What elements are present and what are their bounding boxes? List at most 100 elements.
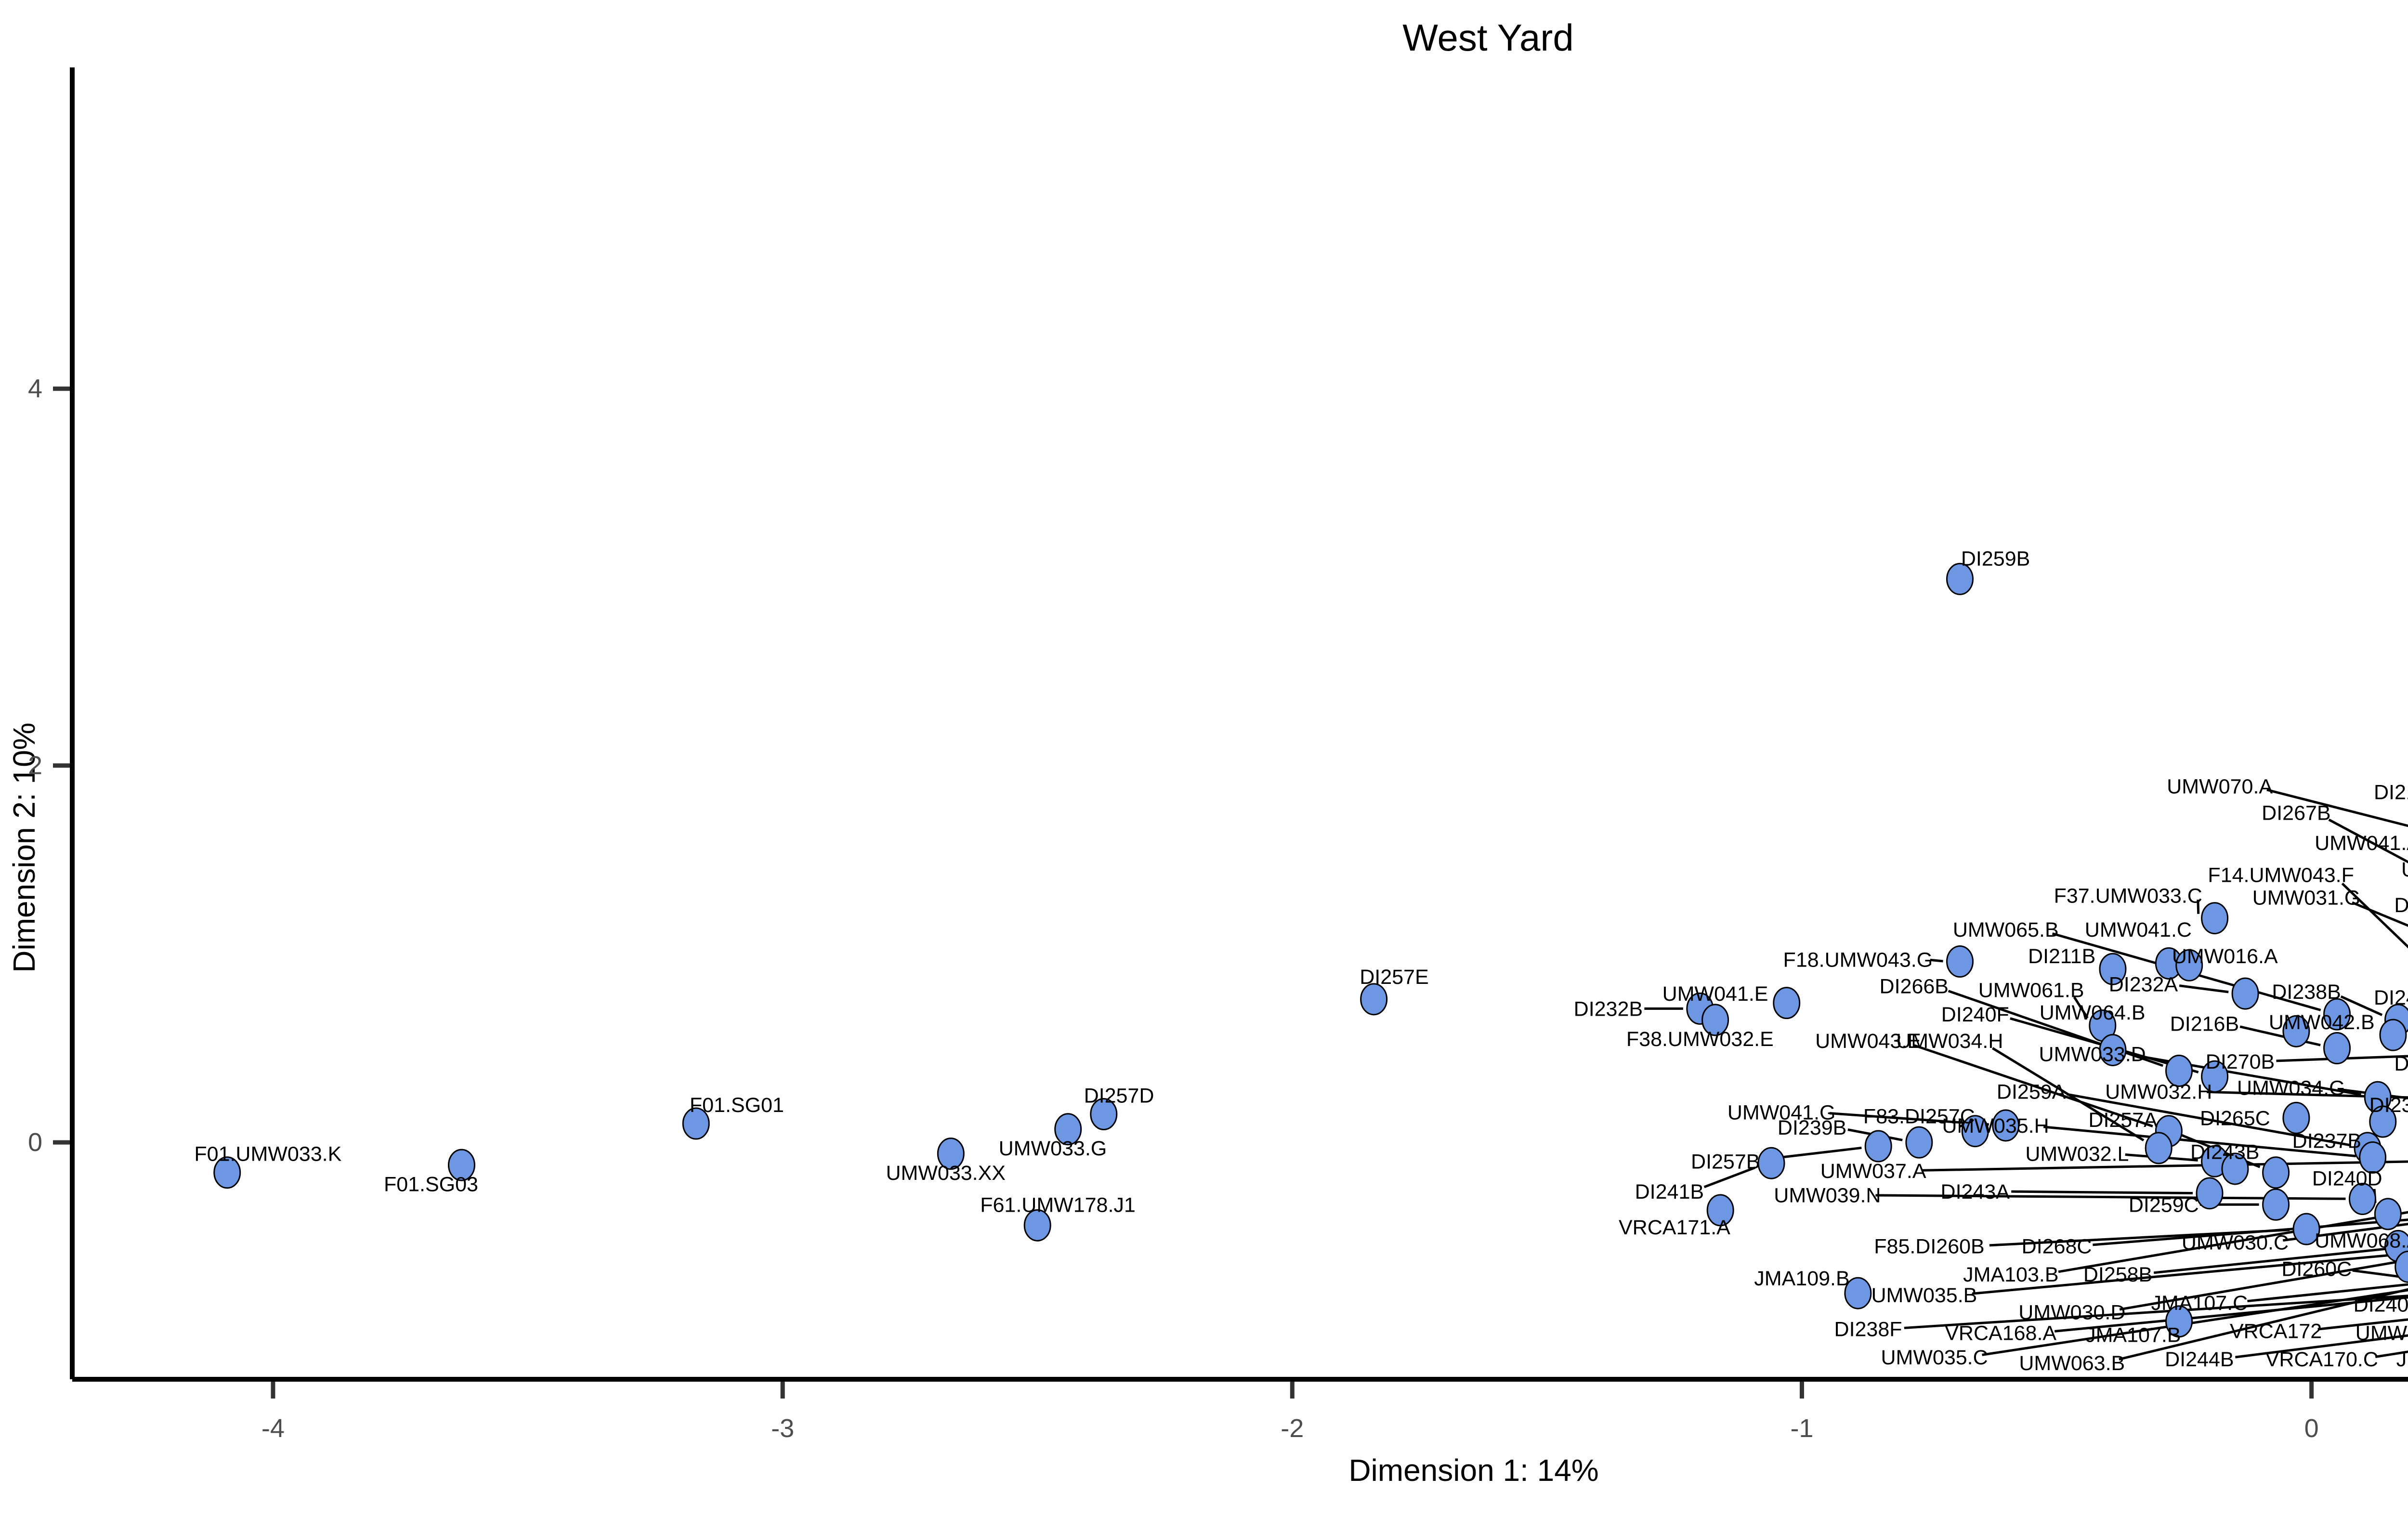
point-label: DI242A: [2374, 986, 2408, 1009]
leader-line: [2011, 1190, 2193, 1195]
data-point: [1054, 1113, 1082, 1146]
data-point: [2282, 1101, 2310, 1134]
point-label: UMW034.G: [2237, 1077, 2345, 1100]
data-point: [2359, 1141, 2387, 1174]
point-label: JMA107.B: [2085, 1323, 2181, 1347]
y-tick-label: 2: [28, 751, 42, 780]
point-label: F01.UMW033.K: [194, 1143, 341, 1166]
leader-line: [1948, 990, 2164, 1067]
point-label: DI244B: [2165, 1348, 2234, 1371]
leader-line: [2058, 1211, 2408, 1273]
point-label: VRCA172: [2230, 1320, 2322, 1343]
point-label: DI259C: [2129, 1193, 2199, 1216]
data-point: [1090, 1098, 1118, 1130]
leader-line: [2179, 984, 2229, 994]
point-label: JMA103.B: [1963, 1263, 2058, 1286]
point-label: DI257D: [1084, 1084, 1154, 1107]
data-point: [2348, 1183, 2376, 1216]
point-label: DI237B: [2292, 1129, 2361, 1152]
data-point: [2201, 1060, 2229, 1093]
x-tick-label: -2: [1281, 1414, 1304, 1443]
point-label: DI239B: [1778, 1116, 1846, 1139]
point-label: UMW035.B: [1871, 1284, 1977, 1307]
data-point: [2231, 977, 2259, 1010]
point-label: UMW063.B: [2019, 1352, 2125, 1375]
point-label: F01.SG01: [690, 1094, 784, 1117]
point-label: F01.SG03: [384, 1173, 478, 1196]
data-point: [2262, 1156, 2290, 1189]
point-label: DI260C: [2281, 1257, 2352, 1281]
point-label: F61.UMW178.J1: [980, 1193, 1136, 1216]
data-point: [2165, 1305, 2193, 1338]
data-point: [2175, 949, 2203, 981]
point-label: DI258B: [2083, 1263, 2152, 1286]
point-label: DI211B: [2028, 945, 2095, 968]
point-label: UMW033.G: [999, 1137, 1107, 1160]
leader-line: [1913, 1044, 2153, 1127]
point-label: UMW061.B: [1978, 979, 2084, 1002]
point-label: UMW042.B: [2269, 1011, 2375, 1034]
point-label: DI243B: [2190, 1141, 2259, 1164]
point-label: DI266B: [1880, 975, 1949, 998]
point-label: UMW069.B: [2401, 858, 2408, 881]
point-label: UMW016.A: [2172, 945, 2278, 968]
point-label: UMW039.N: [1774, 1184, 1881, 1207]
y-tick-label: 4: [28, 374, 42, 403]
data-point: [2099, 953, 2127, 985]
leader-line: [2054, 1296, 2408, 1333]
leader-line: [2328, 818, 2408, 863]
x-tick-label: 0: [2304, 1414, 2319, 1443]
point-label: DI257B: [1691, 1150, 1760, 1173]
data-point: [2099, 1033, 2127, 1066]
leader-line: [2067, 1093, 2351, 1147]
data-point: [2221, 1152, 2249, 1185]
point-label: UMW033.D: [2039, 1043, 2146, 1066]
point-label: DI221B: [2394, 894, 2408, 917]
leader-line: [2239, 1025, 2321, 1046]
point-label: VRCA171.A: [1619, 1216, 1730, 1239]
data-point: [2282, 1015, 2310, 1047]
leader-line: [1904, 1295, 2408, 1329]
point-label: UMW035.C: [1881, 1346, 1988, 1369]
data-point: [1946, 562, 1974, 595]
leader-line: [1703, 1166, 1756, 1189]
data-point: [1706, 1194, 1734, 1227]
point-label: UMW065.B: [1953, 918, 2059, 942]
point-label: UMW034.H: [1896, 1030, 2003, 1053]
leader-line: [2207, 1090, 2408, 1099]
data-point: [1360, 983, 1388, 1016]
data-point: [1701, 1004, 1729, 1036]
point-label: UMW031.B: [2356, 1321, 2408, 1345]
point-label: F38.UMW032.E: [1626, 1028, 1774, 1051]
y-axis-title: Dimension 2: 10%: [7, 722, 41, 972]
points-layer: [213, 562, 2408, 1338]
point-label: JMA103.E: [2396, 1348, 2408, 1371]
point-label: UMW070.A: [2167, 775, 2273, 798]
leader-line: [1829, 1112, 1989, 1126]
point-label: DI243A: [1941, 1180, 2010, 1203]
leader-line: [2247, 1283, 2408, 1303]
point-label: VRCA168.A: [1945, 1321, 2056, 1345]
axes-layer: -4-3-2-101024: [28, 67, 2408, 1443]
leader-line: [2340, 995, 2383, 1016]
point-label: UMW030.C: [2182, 1231, 2289, 1255]
point-label: UMW032.L: [2025, 1143, 2129, 1166]
point-label: DI217B: [2374, 781, 2408, 804]
point-label: F18.UMW043.G: [1783, 949, 1933, 972]
point-label: VRCA170.C: [2265, 1348, 2378, 1371]
point-label: UMW041.C: [2085, 918, 2192, 942]
data-point: [2323, 1032, 2351, 1065]
data-point: [2374, 1198, 2402, 1230]
point-label: DI265C: [2200, 1107, 2270, 1130]
point-label: UMW035.H: [1942, 1114, 2049, 1138]
leader-line: [2266, 788, 2408, 827]
data-point: [2165, 1054, 2193, 1087]
data-point: [1905, 1126, 1933, 1159]
point-label: F85.DI260B: [1874, 1235, 1984, 1258]
point-label: JMA107.C: [2151, 1292, 2248, 1315]
data-point: [213, 1156, 241, 1189]
point-label: DI241B: [1635, 1180, 1704, 1203]
point-label: DI216B: [2170, 1013, 2239, 1036]
point-label: UMW043.E: [1815, 1030, 1921, 1053]
